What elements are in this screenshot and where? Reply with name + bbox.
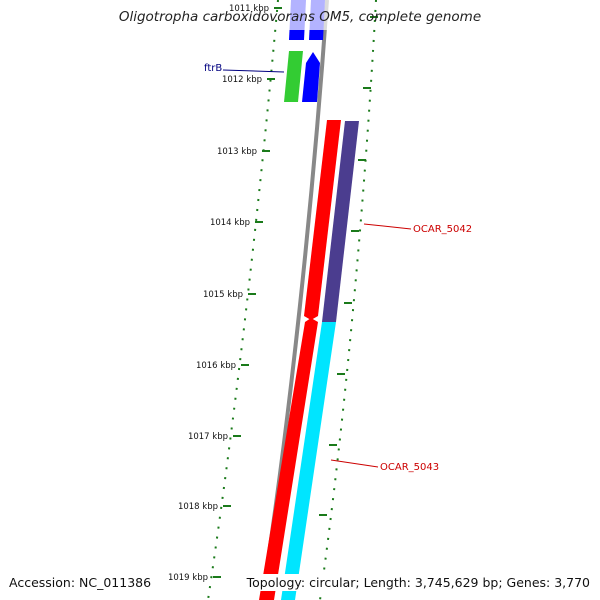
genome-title: Oligotropha carboxidovorans OM5, complet… [118, 9, 482, 25]
ruler-tick-label: 1012 kbp [222, 75, 262, 85]
ruler-tick-label: 1013 kbp [217, 147, 257, 157]
top-highlight [289, 0, 329, 30]
topology-summary: Topology: circular; Length: 3,745,629 bp… [243, 574, 593, 591]
leader-OCAR5042 [363, 223, 412, 230]
ruler-tick-label: 1017 kbp [188, 432, 228, 442]
cog-purple-OCAR5042 [322, 121, 359, 322]
gene-label-OCAR5042[interactable]: OCAR_5042 [413, 224, 472, 235]
accession-text: Accession: NC_011386 [6, 574, 155, 591]
cds-red-OCAR5042 [304, 120, 341, 320]
ruler-tick-label: 1014 kbp [210, 218, 250, 228]
gene-labels: ftrB OCAR_5042 OCAR_5043 [204, 63, 472, 473]
features [259, 0, 359, 600]
ruler-tick-label: 1016 kbp [196, 361, 236, 371]
ruler-tick-label: 1019 kbp [168, 573, 208, 583]
cds-ftrB-green [284, 51, 303, 102]
leader-ftrB [222, 69, 285, 73]
ruler: 1011 kbp 1012 kbp 1013 kbp 1014 kbp 1015 kbp… [168, 4, 378, 587]
cog-cyan-OCAR5043 [281, 322, 336, 600]
ruler-tick-label: 1011 kbp [229, 4, 269, 14]
outer-dotted-track-left [207, 0, 279, 600]
gene-label-ftrB[interactable]: ftrB [204, 63, 222, 74]
gene-label-OCAR5043[interactable]: OCAR_5043 [380, 462, 439, 473]
leader-OCAR5043 [330, 459, 379, 468]
cds-ftrB-blue-arrow [302, 52, 320, 102]
cds-red-OCAR5043 [259, 318, 318, 600]
ruler-tick-label: 1018 kbp [178, 502, 218, 512]
ruler-tick-label: 1015 kbp [203, 290, 243, 300]
